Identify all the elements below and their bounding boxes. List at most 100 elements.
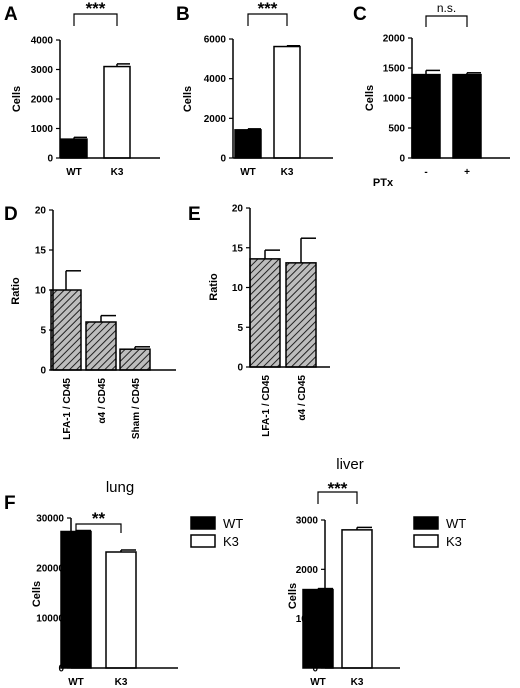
bar [103, 65, 131, 159]
y-tick-label: 0 [399, 154, 405, 165]
y-tick-label: 4000 [204, 74, 227, 85]
legend-swatch [413, 534, 439, 548]
category-label: - [424, 167, 427, 178]
chart-title: liver [336, 456, 364, 473]
y-tick-label: 10000 [36, 614, 64, 625]
y-tick-label: 15 [35, 246, 47, 257]
category-label: α4 / CD45 [297, 375, 308, 421]
y-tick-label: 0 [220, 154, 226, 165]
panel-c-chart: C 0 500 1000 1500 2000 Cells - + PTx n.s. [353, 1, 510, 189]
y-tick-label: 3000 [296, 516, 319, 527]
category-label: WT [310, 677, 326, 688]
bar [119, 348, 151, 371]
panel-b-chart: B 0 2000 4000 6000 Cells WT K3 *** [176, 0, 333, 178]
y-tick-label: 2000 [204, 114, 227, 125]
y-axis-title: Cells [287, 583, 299, 609]
bar [60, 530, 92, 669]
significance-label: *** [86, 0, 106, 18]
y-tick-label: 30000 [36, 514, 64, 525]
y-tick-label: 3000 [31, 65, 54, 76]
panel-letter: B [176, 4, 190, 25]
category-label: WT [240, 167, 256, 178]
significance-label: n.s. [437, 1, 456, 15]
y-tick-label: 10 [232, 283, 244, 294]
panel-a-chart: A 0 1000 2000 3000 4000 Cells WT K3 *** [4, 0, 160, 178]
bar [411, 73, 441, 159]
panel-letter: F [4, 493, 16, 514]
y-tick-label: 20 [232, 204, 244, 215]
significance-bracket [75, 523, 122, 533]
panel-f-liver-chart: liver 0 1000 2000 3000 Cells WT K3 *** WT K3 [287, 456, 466, 688]
bar [285, 262, 317, 368]
y-tick-label: 6000 [204, 35, 227, 46]
y-axis-title: Ratio [208, 273, 220, 301]
y-tick-label: 15 [232, 243, 244, 254]
panel-d-chart: D 0 5 10 15 20 Ratio LFA-1 / CD45 α4 / CD45 Sham … [4, 204, 176, 440]
y-tick-label: 2000 [383, 34, 406, 45]
y-tick-label: 2000 [296, 565, 319, 576]
y-tick-label: 1000 [296, 614, 319, 625]
x-axis-title: PTx [373, 177, 394, 189]
y-tick-label: 1000 [31, 124, 54, 135]
category-label: LFA-1 / CD45 [261, 375, 272, 437]
significance-bracket [425, 15, 468, 27]
bar [249, 258, 281, 368]
y-axis-title: Cells [11, 86, 23, 112]
category-label: α4 / CD45 [97, 378, 108, 424]
significance-bracket [247, 13, 288, 26]
y-tick-label: 0 [47, 154, 53, 165]
significance-label: ** [92, 509, 106, 528]
bar [50, 289, 82, 371]
y-axis-title: Cells [364, 85, 376, 111]
y-axis-title: Cells [182, 86, 194, 112]
panel-letter: D [4, 204, 18, 225]
y-tick-label: 1500 [383, 64, 406, 75]
bar [452, 73, 482, 159]
legend-label: K3 [223, 534, 239, 549]
bar [105, 551, 137, 669]
category-label: Sham / CD45 [131, 378, 142, 440]
y-tick-label: 1000 [383, 94, 406, 105]
y-tick-label: 0 [312, 664, 318, 675]
y-tick-label: 0 [58, 664, 64, 675]
significance-label: *** [328, 479, 348, 498]
y-tick-label: 5 [40, 326, 46, 337]
panel-letter: E [188, 204, 201, 225]
category-label: K3 [351, 677, 364, 688]
y-tick-label: 4000 [31, 36, 54, 47]
significance-label: *** [258, 0, 278, 18]
chart-title: lung [106, 479, 134, 496]
category-label: K3 [281, 167, 294, 178]
significance-bracket [317, 491, 358, 504]
bar [60, 138, 88, 159]
significance-bracket [73, 13, 118, 26]
category-label: LFA-1 / CD45 [62, 378, 73, 440]
y-tick-label: 0 [40, 366, 46, 377]
y-tick-label: 20 [35, 206, 47, 217]
bar [341, 529, 373, 669]
legend-label: WT [223, 516, 243, 531]
y-axis-title: Cells [31, 581, 43, 607]
y-axis-title: Ratio [10, 277, 22, 305]
y-tick-label: 500 [388, 124, 405, 135]
y-tick-label: 0 [237, 363, 243, 374]
bar [234, 129, 262, 159]
y-tick-label: 5 [237, 323, 243, 334]
bar [85, 321, 117, 371]
legend-label: WT [446, 516, 466, 531]
category-label: K3 [111, 167, 124, 178]
y-tick-label: 2000 [31, 95, 54, 106]
y-tick-label: 10 [35, 286, 47, 297]
panel-e-chart: E 0 5 10 15 20 Ratio LFA-1 / CD45 α4 / CD45 [188, 204, 330, 437]
legend-swatch [190, 534, 216, 548]
bar [273, 45, 301, 159]
panel-letter: A [4, 4, 18, 25]
bar [302, 588, 334, 669]
category-label: K3 [115, 677, 128, 688]
y-tick-label: 20000 [36, 564, 64, 575]
legend-label: K3 [446, 534, 462, 549]
category-label: WT [66, 167, 82, 178]
legend-swatch [190, 516, 216, 530]
